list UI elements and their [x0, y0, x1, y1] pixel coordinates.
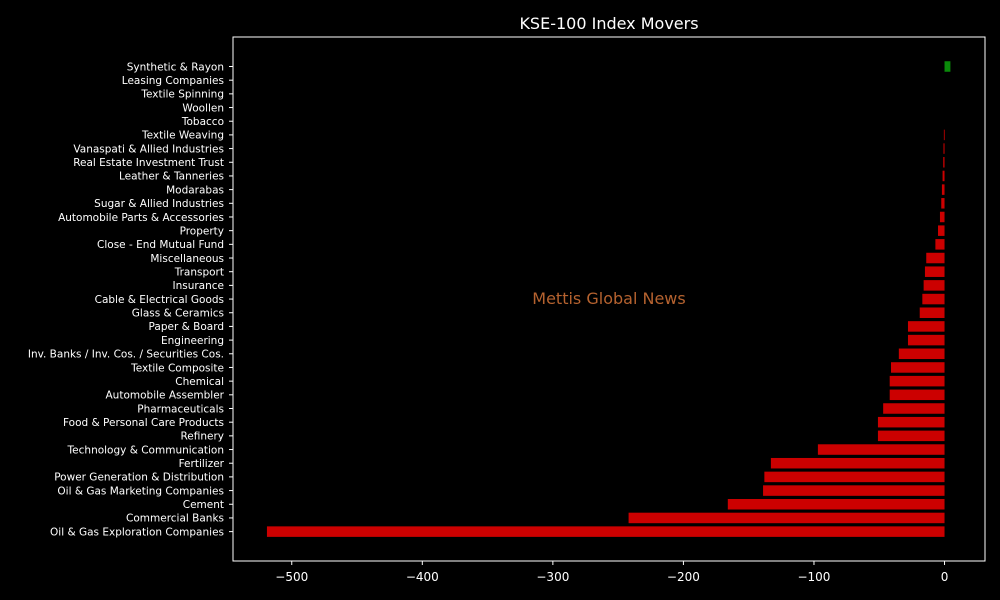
category-label: Chemical [175, 376, 224, 388]
bar [764, 471, 945, 483]
category-label: Textile Weaving [141, 130, 224, 142]
category-label: Fertilizer [179, 458, 225, 470]
bar [891, 362, 945, 373]
bar [926, 252, 945, 264]
category-label: Leasing Companies [122, 75, 224, 87]
category-label: Engineering [161, 335, 224, 347]
x-tick-label: −300 [536, 570, 569, 584]
category-label: Textile Composite [130, 362, 224, 374]
bar [924, 266, 945, 277]
category-label: Glass & Ceramics [132, 308, 224, 320]
bar [883, 403, 945, 414]
category-label: Tobacco [181, 116, 224, 128]
category-label: Modarabas [166, 184, 224, 196]
category-label: Synthetic & Rayon [127, 61, 224, 73]
x-tick-label: −400 [406, 570, 439, 584]
category-label: Inv. Banks / Inv. Cos. / Securities Cos. [28, 349, 224, 361]
bar [877, 430, 945, 442]
category-label: Commercial Banks [126, 513, 224, 525]
bar [938, 225, 945, 236]
bar [944, 61, 951, 72]
category-label: Oil & Gas Exploration Companies [50, 526, 224, 538]
category-label: Textile Spinning [140, 89, 224, 101]
bar [889, 389, 945, 401]
category-label: Close - End Mutual Fund [97, 239, 224, 251]
x-tick-label: −200 [667, 570, 700, 584]
bar [935, 239, 945, 250]
category-label: Refinery [180, 431, 224, 443]
bar [898, 348, 945, 360]
category-label: Technology & Communication [67, 444, 224, 456]
bar [943, 129, 945, 141]
category-label: Real Estate Investment Trust [73, 157, 224, 169]
category-label: Cement [183, 499, 224, 511]
category-label: Food & Personal Care Products [63, 417, 224, 429]
x-tick-label: 0 [941, 570, 949, 584]
bars-group [266, 61, 951, 537]
bar [817, 444, 945, 455]
bar [941, 198, 945, 209]
category-label: Insurance [172, 280, 224, 292]
bar [877, 416, 945, 428]
category-label: Oil & Gas Marketing Companies [57, 485, 224, 497]
bar [889, 375, 945, 387]
bar [922, 293, 945, 305]
bar [942, 170, 945, 182]
category-label: Woollen [182, 102, 224, 114]
category-label: Automobile Assembler [106, 390, 225, 402]
bar [941, 184, 945, 195]
x-tick-label: −100 [797, 570, 830, 584]
bar [943, 157, 945, 168]
category-label: Automobile Parts & Accessories [58, 212, 224, 224]
bar [939, 211, 945, 223]
x-axis-ticks: −500 −400 −300 −200 −100 0 [275, 561, 948, 584]
watermark-text: Mettis Global News [532, 289, 685, 308]
category-label: Miscellaneous [150, 253, 224, 265]
bar [907, 321, 945, 332]
bar [266, 526, 945, 537]
category-label: Paper & Board [149, 321, 224, 333]
category-label: Power Generation & Distribution [54, 472, 224, 484]
category-label: Pharmaceuticals [137, 403, 224, 415]
category-label: Property [180, 225, 224, 237]
x-tick-label: −500 [275, 570, 308, 584]
category-label: Sugar & Allied Industries [94, 198, 224, 210]
plot-frame [232, 36, 986, 562]
bar [919, 307, 945, 318]
bar [770, 457, 945, 469]
bar [943, 143, 945, 154]
category-label: Transport [174, 267, 224, 279]
category-label: Leather & Tanneries [119, 171, 224, 183]
bar [628, 512, 945, 524]
chart-title: KSE-100 Index Movers [519, 14, 698, 33]
bar [907, 334, 945, 346]
category-labels: Synthetic & Rayon Leasing Companies Textil… [28, 61, 233, 538]
category-label: Cable & Electrical Goods [95, 294, 224, 306]
category-label: Vanaspati & Allied Industries [73, 143, 224, 155]
bar [923, 280, 945, 291]
bar [763, 485, 945, 496]
bar [727, 499, 945, 510]
